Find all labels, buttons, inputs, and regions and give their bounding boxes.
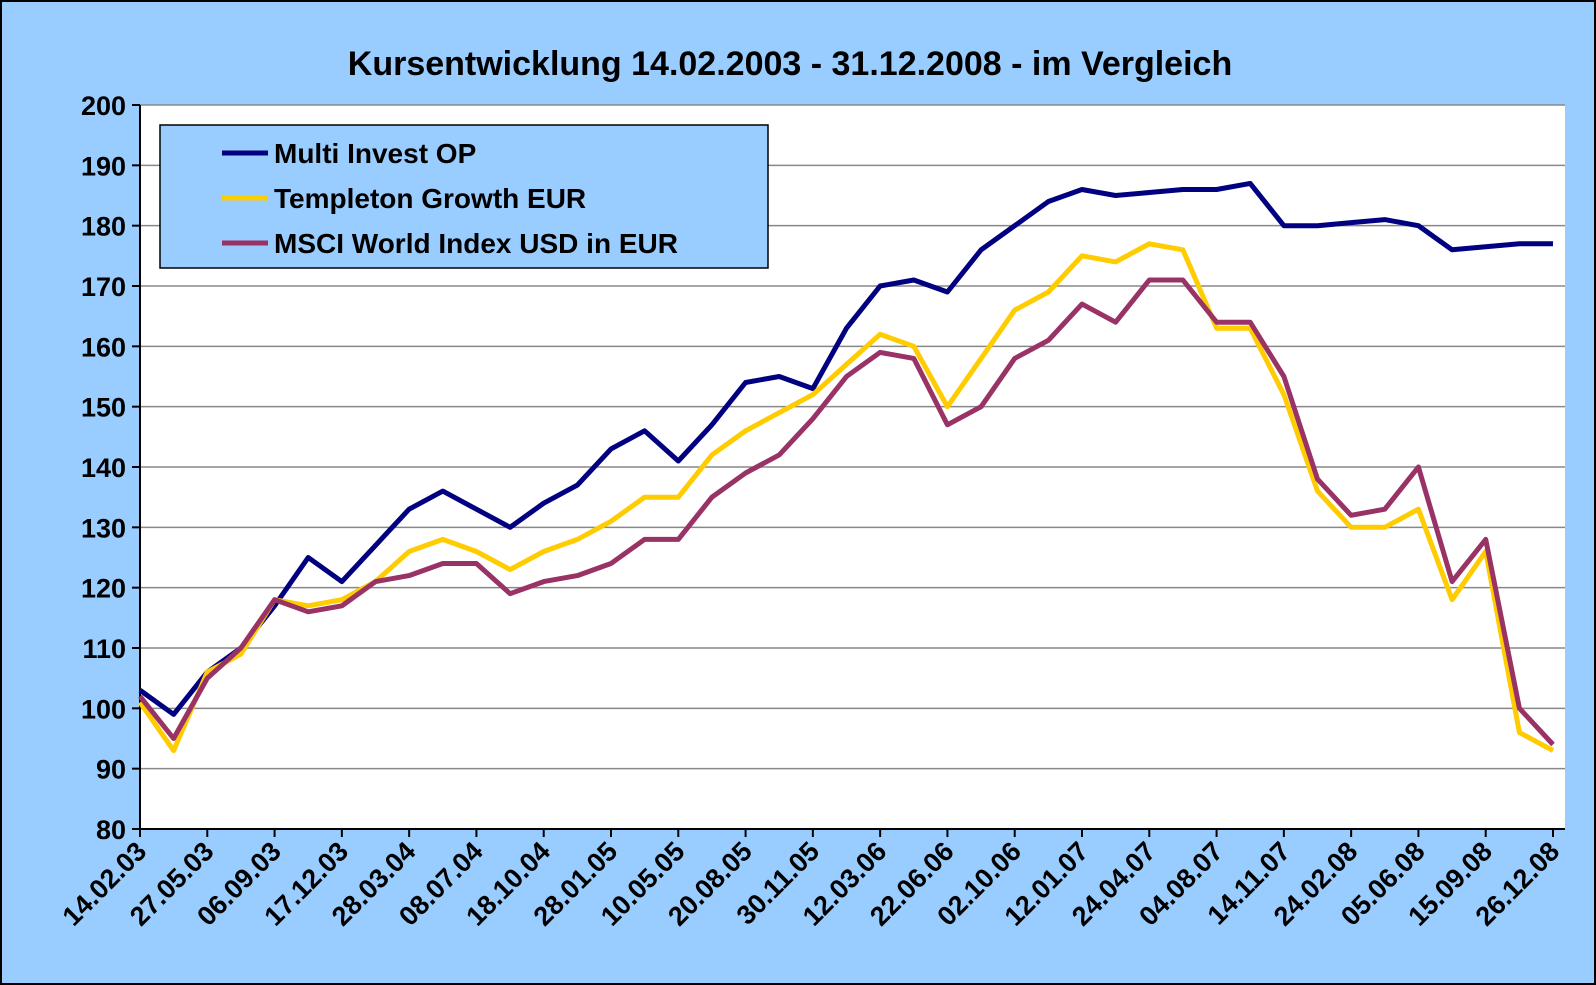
y-tick-label: 170	[81, 272, 126, 302]
y-tick-label: 130	[81, 513, 126, 543]
y-tick-label: 90	[96, 755, 126, 785]
legend-label: MSCI World Index USD in EUR	[274, 228, 678, 259]
y-tick-label: 150	[81, 393, 126, 423]
chart-title: Kursentwicklung 14.02.2003 - 31.12.2008 …	[348, 45, 1232, 83]
legend-label: Templeton Growth EUR	[274, 183, 586, 214]
y-tick-label: 190	[81, 151, 126, 181]
legend: Multi Invest OP Templeton Growth EUR MSCI …	[159, 124, 769, 269]
y-tick-label: 180	[81, 212, 126, 242]
y-tick-label: 100	[81, 694, 126, 724]
y-tick-label: 200	[81, 91, 126, 121]
legend-label: Multi Invest OP	[274, 138, 476, 169]
series-line	[138, 180, 1553, 717]
y-tick-label: 80	[96, 815, 126, 845]
y-tick-label: 160	[81, 332, 126, 362]
y-tick-label: 120	[81, 574, 126, 604]
y-tick-label: 110	[82, 634, 126, 664]
series-line	[138, 277, 1555, 747]
y-tick-label: 140	[81, 453, 126, 483]
